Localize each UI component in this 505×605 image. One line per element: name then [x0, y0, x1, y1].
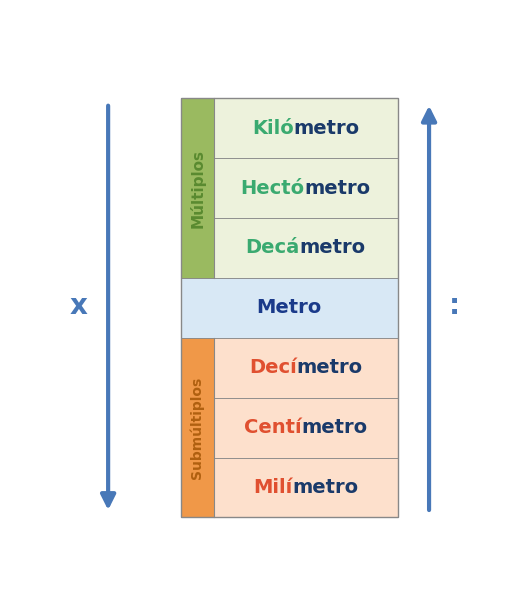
Text: :: :	[449, 292, 460, 319]
Text: metro: metro	[300, 238, 366, 258]
Text: Metro: Metro	[257, 298, 322, 318]
Bar	[181, 98, 398, 517]
Text: Múltiplos: Múltiplos	[189, 149, 205, 227]
Text: Hectó: Hectó	[241, 178, 305, 198]
Bar	[214, 218, 398, 278]
Bar	[214, 98, 398, 158]
Text: Decí: Decí	[249, 358, 296, 378]
Text: Milí: Milí	[253, 478, 292, 497]
Text: Decá: Decá	[245, 238, 300, 258]
Text: metro: metro	[301, 418, 368, 437]
Text: Centí: Centí	[244, 418, 301, 437]
Text: metro: metro	[292, 478, 359, 497]
Text: metro: metro	[296, 358, 363, 378]
Bar	[214, 158, 398, 218]
Bar	[181, 278, 398, 338]
Text: metro: metro	[305, 178, 371, 198]
Bar	[214, 397, 398, 457]
Text: metro: metro	[293, 119, 360, 138]
Text: Kiló: Kiló	[252, 119, 293, 138]
Bar	[181, 98, 214, 278]
Bar	[214, 338, 398, 397]
Text: x: x	[70, 292, 88, 319]
Bar	[181, 338, 214, 517]
Bar	[214, 457, 398, 517]
Text: Submúltiplos: Submúltiplos	[190, 376, 205, 479]
